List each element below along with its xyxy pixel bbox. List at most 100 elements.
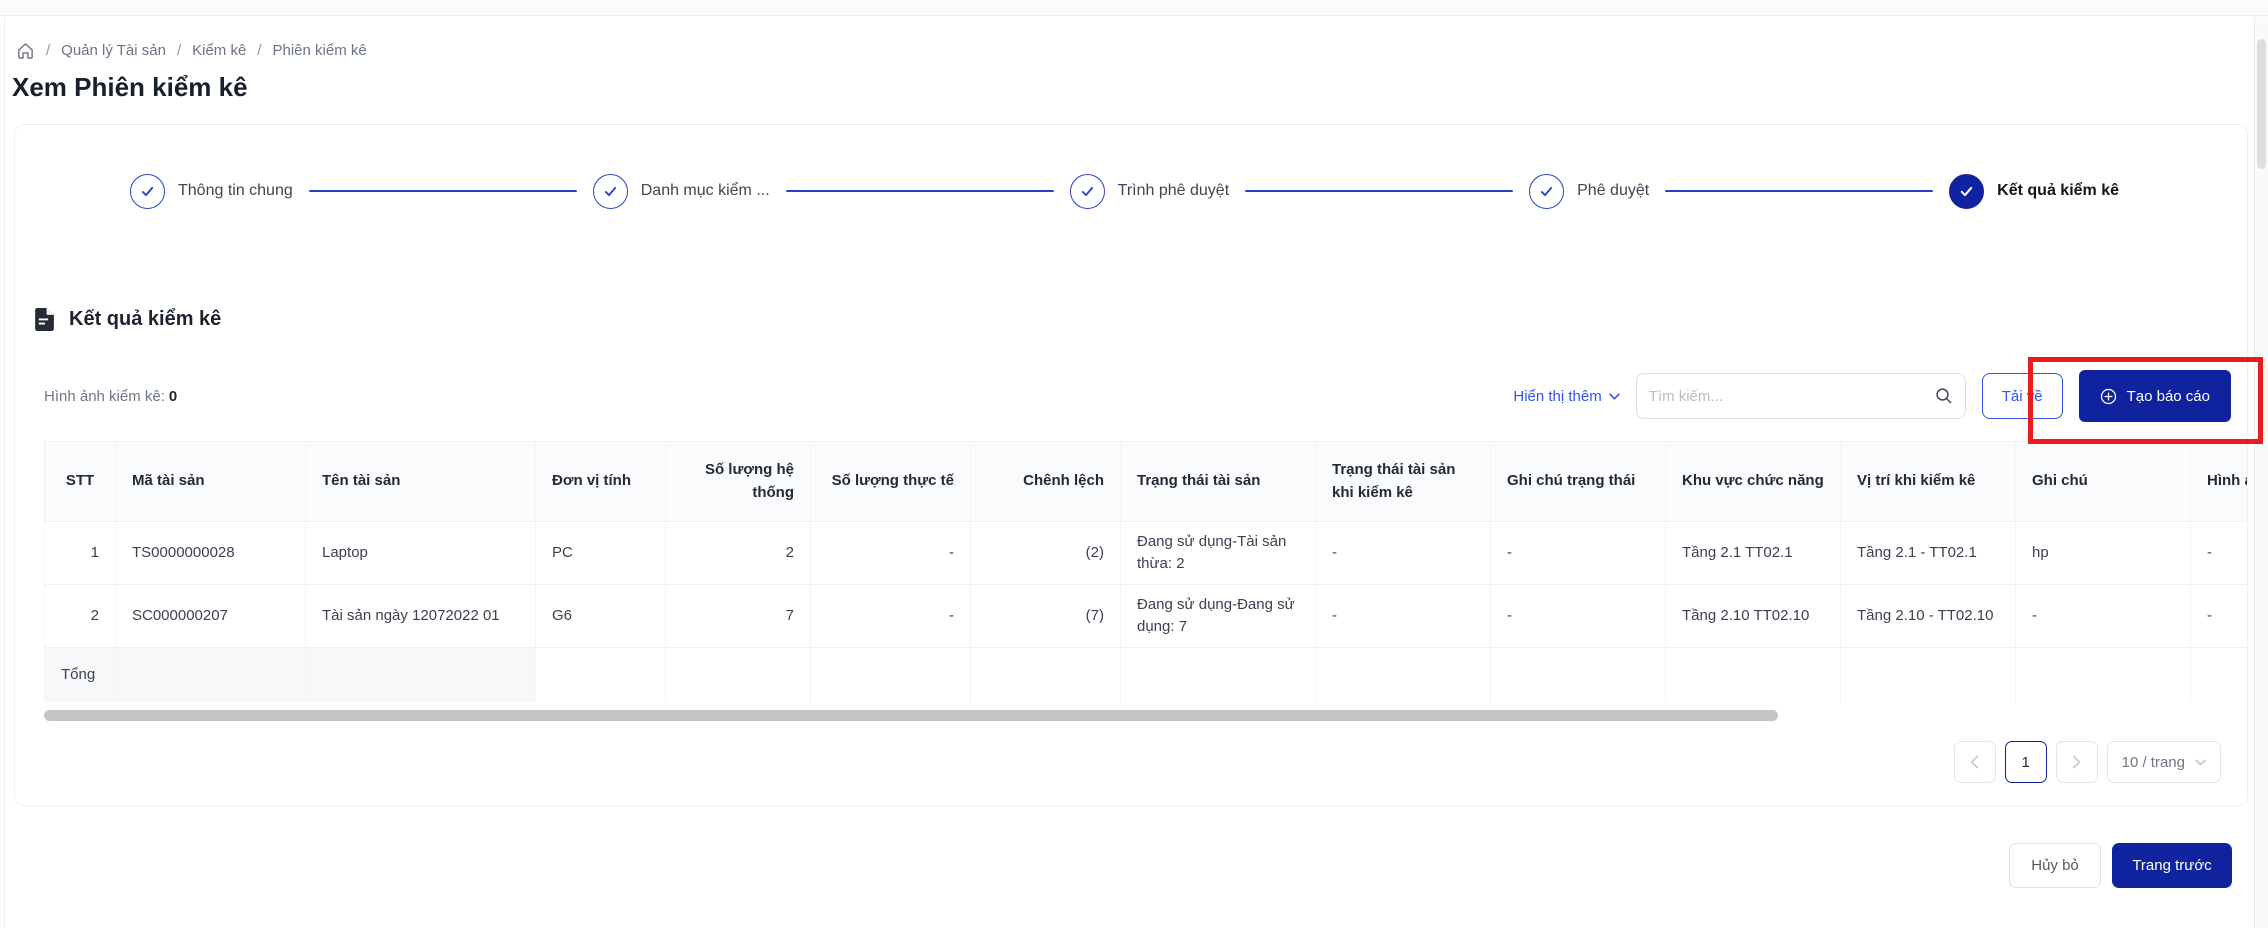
cell-trang-thai-tai-san: Đang sử dụng-Tài sản thừa: 2 <box>1120 521 1316 585</box>
col-ma-tai-san: Mã tài sản <box>115 441 306 522</box>
document-icon <box>34 307 55 332</box>
breadcrumb: / Quản lý Tài sản / Kiểm kê / Phiên kiểm… <box>16 41 367 60</box>
cell-trang-thai-tai-san: Đang sử dụng-Đang sử dụng: 7 <box>1120 584 1316 648</box>
toolbar: Hình ảnh kiểm kê:0 Hiển thị thêm Tải về <box>44 368 2231 424</box>
cell-trang-thai-khi-kiem-ke: - <box>1315 521 1491 585</box>
cancel-button[interactable]: Hủy bỏ <box>2009 843 2101 888</box>
step-label: Thông tin chung <box>178 182 293 199</box>
cell-hinh-anh: - <box>2190 521 2247 585</box>
chevron-down-icon <box>2195 758 2206 766</box>
col-vi-tri-khi-kiem-ke: Vị trí khi kiểm kê <box>1840 441 2016 522</box>
stepper: Thông tin chung Danh mục kiểm ... Trình … <box>130 171 2119 211</box>
cell-don-vi-tinh: G6 <box>535 584 666 648</box>
search-box <box>1635 373 1966 419</box>
cell-hinh-anh: - <box>2190 584 2247 648</box>
total-label: Tổng <box>44 647 116 702</box>
pagination: 1 10 / trang <box>1953 741 2221 783</box>
create-report-button[interactable]: Tạo báo cáo <box>2078 370 2231 422</box>
cell-khu-vuc-chuc-nang: Tầng 2.1 TT02.1 <box>1665 521 1841 585</box>
table-header-row: STT Mã tài sản Tên tài sản Đơn vị tính S… <box>44 441 2247 522</box>
main-card: Thông tin chung Danh mục kiểm ... Trình … <box>14 124 2248 806</box>
col-so-luong-thuc-te: Số lượng thực tế <box>810 441 971 522</box>
pagination-next-button[interactable] <box>2055 741 2098 783</box>
breadcrumb-item-phien-kiem-ke[interactable]: Phiên kiểm kê <box>272 42 367 59</box>
cell-stt: 1 <box>44 521 116 585</box>
table-row[interactable]: 2 SC000000207 Tài sản ngày 12072022 01 G… <box>44 584 2247 648</box>
page-size-select[interactable]: 10 / trang <box>2106 741 2221 783</box>
previous-page-button[interactable]: Trang trước <box>2112 843 2232 888</box>
results-table-container: STT Mã tài sản Tên tài sản Đơn vị tính S… <box>44 441 2247 702</box>
horizontal-scrollbar-thumb[interactable] <box>44 710 1778 721</box>
breadcrumb-separator: / <box>46 42 51 59</box>
cell-stt: 2 <box>44 584 116 648</box>
col-ten-tai-san: Tên tài sản <box>305 441 536 522</box>
col-ghi-chu: Ghi chú <box>2015 441 2191 522</box>
cell-ma-tai-san: TS0000000028 <box>115 521 306 585</box>
col-hinh-anh: Hình ảnh <box>2190 441 2247 522</box>
vertical-scrollbar[interactable] <box>2254 17 2268 928</box>
cell-so-luong-he-thong: 7 <box>665 584 811 648</box>
section-title: Kết quả kiểm kê <box>69 307 222 330</box>
col-trang-thai-tai-san: Trạng thái tài sản <box>1120 441 1316 522</box>
cell-ten-tai-san: Tài sản ngày 12072022 01 <box>305 584 536 648</box>
step-connector <box>308 190 577 192</box>
cell-ten-tai-san: Laptop <box>305 521 536 585</box>
chevron-right-icon <box>2072 755 2081 769</box>
cell-don-vi-tinh: PC <box>535 521 666 585</box>
table-total-row: Tổng <box>44 647 2247 702</box>
cell-trang-thai-khi-kiem-ke: - <box>1315 584 1491 648</box>
check-circle-icon <box>1529 173 1565 209</box>
footer-actions: Hủy bỏ Trang trước <box>2009 843 2232 888</box>
show-more-dropdown[interactable]: Hiển thị thêm <box>1513 388 1620 405</box>
search-input[interactable] <box>1648 387 1935 405</box>
step-phe-duyet[interactable]: Phê duyệt <box>1529 173 1650 209</box>
table-row[interactable]: 1 TS0000000028 Laptop PC 2 - (2) Đang sử… <box>44 521 2247 585</box>
step-label: Danh mục kiểm ... <box>640 182 770 199</box>
cell-chenh-lech: (2) <box>970 521 1121 585</box>
left-edge-divider <box>4 17 5 928</box>
cell-khu-vuc-chuc-nang: Tầng 2.10 TT02.10 <box>1665 584 1841 648</box>
home-icon[interactable] <box>16 41 35 60</box>
cell-ghi-chu-trang-thai: - <box>1490 521 1666 585</box>
cell-so-luong-thuc-te: - <box>810 584 971 648</box>
cell-vi-tri-khi-kiem-ke: Tầng 2.1 - TT02.1 <box>1840 521 2016 585</box>
pagination-page-1[interactable]: 1 <box>2004 741 2047 783</box>
col-trang-thai-khi-kiem-ke: Trạng thái tài sản khi kiểm kê <box>1315 441 1491 522</box>
cell-vi-tri-khi-kiem-ke: Tầng 2.10 - TT02.10 <box>1840 584 2016 648</box>
col-stt: STT <box>44 441 116 522</box>
step-label: Phê duyệt <box>1577 182 1650 199</box>
cell-so-luong-thuc-te: - <box>810 521 971 585</box>
vertical-scrollbar-thumb[interactable] <box>2257 39 2266 169</box>
check-circle-icon <box>592 173 628 209</box>
cell-ghi-chu-trang-thai: - <box>1490 584 1666 648</box>
step-ket-qua-kiem-ke[interactable]: Kết quả kiểm kê <box>1949 173 2119 209</box>
col-khu-vuc-chuc-nang: Khu vực chức năng <box>1665 441 1841 522</box>
pagination-prev-button[interactable] <box>1953 741 1996 783</box>
col-ghi-chu-trang-thai: Ghi chú trạng thái <box>1490 441 1666 522</box>
breadcrumb-separator: / <box>176 42 182 59</box>
chevron-left-icon <box>1970 755 1979 769</box>
step-label: Trình phê duyệt <box>1117 182 1230 199</box>
step-connector <box>785 190 1054 192</box>
plus-circle-icon <box>2100 388 2117 405</box>
cell-chenh-lech: (7) <box>970 584 1121 648</box>
cell-so-luong-he-thong: 2 <box>665 521 811 585</box>
cell-ghi-chu: hp <box>2015 521 2191 585</box>
check-circle-icon <box>130 173 165 209</box>
step-trinh-phe-duyet[interactable]: Trình phê duyệt <box>1069 173 1230 209</box>
breadcrumb-item-kiem-ke[interactable]: Kiểm kê <box>192 42 247 59</box>
check-circle-icon <box>1069 173 1105 209</box>
page-title: Xem Phiên kiểm kê <box>12 72 248 102</box>
top-strip <box>0 0 2268 16</box>
step-thong-tin-chung[interactable]: Thông tin chung <box>130 173 293 209</box>
breadcrumb-item-quan-ly-tai-san[interactable]: Quản lý Tài sản <box>61 42 166 59</box>
download-button[interactable]: Tải về <box>1981 373 2063 419</box>
col-so-luong-he-thong: Số lượng hệ thống <box>665 441 811 522</box>
inventory-images-count: Hình ảnh kiểm kê: 0 <box>44 387 178 405</box>
breadcrumb-separator: / <box>257 42 262 59</box>
chevron-down-icon <box>1609 392 1620 400</box>
results-table: STT Mã tài sản Tên tài sản Đơn vị tính S… <box>44 441 2247 702</box>
search-icon[interactable] <box>1935 387 1953 405</box>
step-danh-muc-kiem[interactable]: Danh mục kiểm ... <box>592 173 770 209</box>
